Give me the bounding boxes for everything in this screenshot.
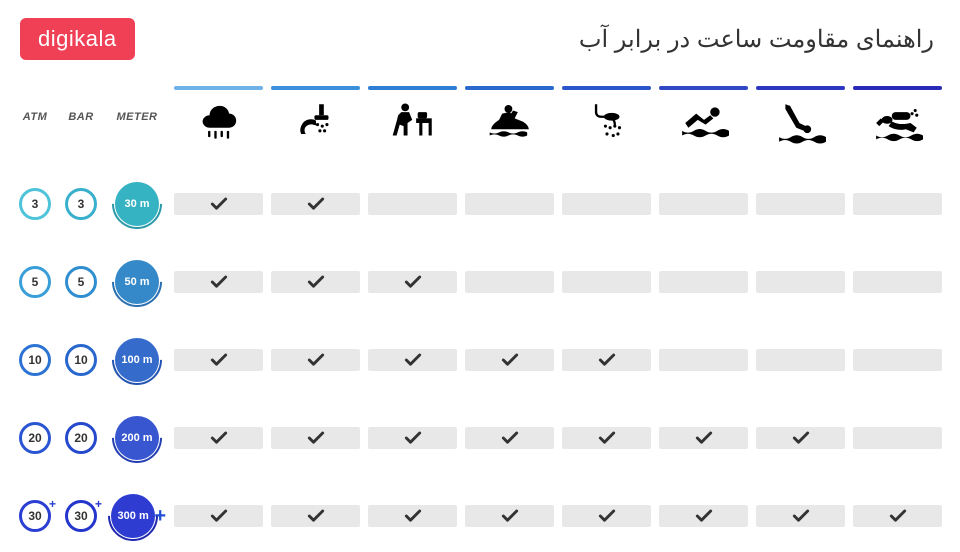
activity-scuba [853,86,942,148]
header-atm: ATM [16,111,54,123]
cell-1-2 [368,271,457,293]
meter-3: 30 m [108,178,166,230]
cell-2-4 [562,349,651,371]
cell-0-5 [659,193,748,215]
cell-2-7 [853,349,942,371]
activity-swim [659,86,748,148]
bar-10: 10 [62,340,100,380]
cell-4-6 [756,505,845,527]
bar-3: 3 [62,184,100,224]
cell-3-6 [756,427,845,449]
cell-2-3 [465,349,554,371]
bar-20: 20 [62,418,100,458]
cell-3-4 [562,427,651,449]
header-meter: METER [108,111,166,123]
cell-0-3 [465,193,554,215]
cell-4-4 [562,505,651,527]
meter-10: 100 m [108,334,166,386]
cell-4-2 [368,505,457,527]
activity-dive [756,86,845,148]
header-bar: BAR [62,111,100,123]
activity-shower [562,86,651,148]
meter-30: 300 m+ [108,490,166,542]
cell-4-3 [465,505,554,527]
logo: digikala [20,18,135,60]
cell-0-2 [368,193,457,215]
cell-3-2 [368,427,457,449]
cell-3-1 [271,427,360,449]
meter-20: 200 m [108,412,166,464]
cell-1-4 [562,271,651,293]
atm-5: 5 [16,262,54,302]
cell-0-7 [853,193,942,215]
cell-1-3 [465,271,554,293]
activity-wash [271,86,360,148]
cell-2-1 [271,349,360,371]
cell-0-0 [174,193,263,215]
cell-2-2 [368,349,457,371]
activity-work [368,86,457,148]
cell-3-5 [659,427,748,449]
cell-4-7 [853,505,942,527]
cell-4-0 [174,505,263,527]
cell-1-6 [756,271,845,293]
bar-5: 5 [62,262,100,302]
bar-30: 30+ [62,496,100,536]
cell-1-1 [271,271,360,293]
cell-1-0 [174,271,263,293]
atm-3: 3 [16,184,54,224]
activity-jetski [465,86,554,148]
cell-1-7 [853,271,942,293]
atm-30: 30+ [16,496,54,536]
cell-2-5 [659,349,748,371]
atm-10: 10 [16,340,54,380]
cell-2-0 [174,349,263,371]
cell-2-6 [756,349,845,371]
cell-3-3 [465,427,554,449]
atm-20: 20 [16,418,54,458]
page-title: راهنمای مقاومت ساعت در برابر آب [579,25,934,54]
cell-3-7 [853,427,942,449]
meter-5: 50 m [108,256,166,308]
cell-3-0 [174,427,263,449]
cell-0-6 [756,193,845,215]
cell-1-5 [659,271,748,293]
cell-0-4 [562,193,651,215]
cell-0-1 [271,193,360,215]
activity-rain [174,86,263,148]
cell-4-1 [271,505,360,527]
cell-4-5 [659,505,748,527]
